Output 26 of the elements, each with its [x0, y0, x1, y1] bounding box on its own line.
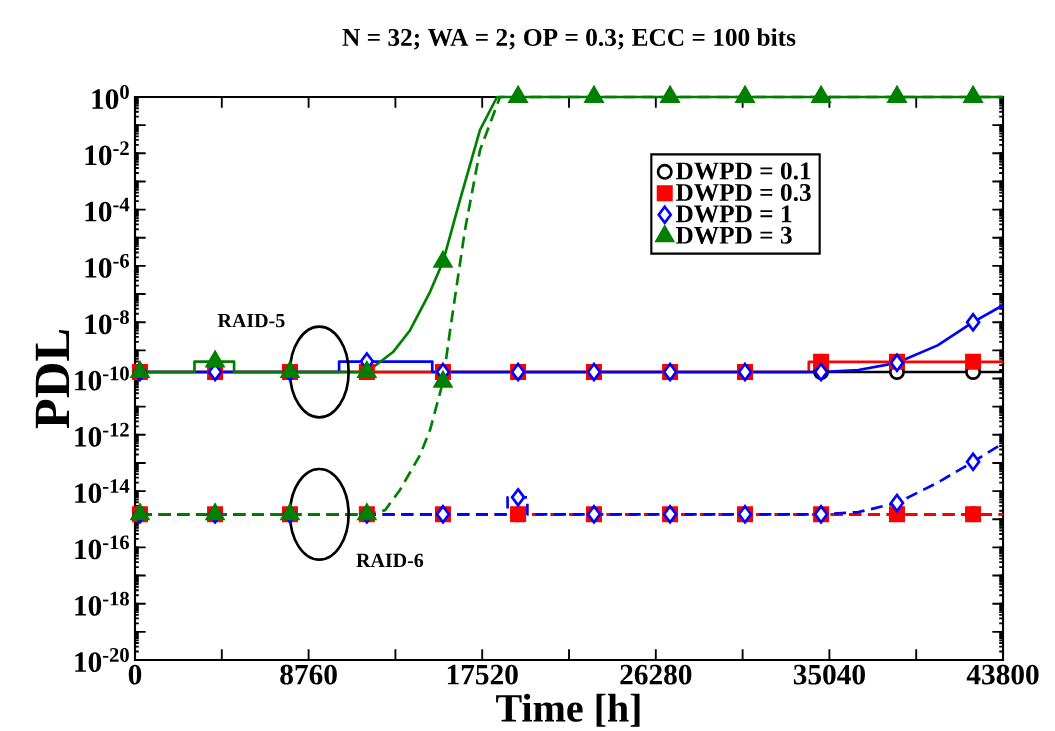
x-tick-label: 8760 [280, 664, 337, 685]
y-tick-label: 10$^{-12}$ [75, 422, 129, 447]
annotation: RAID-6 [356, 553, 424, 568]
x-tick-label: 26280 [620, 664, 692, 685]
y-tick-label: 10$^{-2}$ [85, 141, 129, 166]
legend-label: DWPD = 3 [675, 226, 792, 244]
y-tick-label: 10$^{-20}$ [75, 648, 129, 672]
y-tick-label: 10$^{-4}$ [85, 197, 130, 222]
y-tick-label: 10$^{-10}$ [75, 366, 129, 391]
annotation: RAID-5 [217, 313, 285, 328]
x-tick-label: 0 [128, 664, 142, 685]
legend-label: DWPD = 0.3 [675, 183, 811, 202]
y-tick-label: 10$^{-18}$ [75, 591, 129, 616]
y-tick-label: 10$^{0}$ [92, 85, 129, 109]
legend-label: DWPD = 0.1 [675, 162, 811, 180]
legend-label: DWPD = 1 [675, 205, 792, 223]
y-tick-label: 10$^{-16}$ [75, 535, 130, 560]
y-tick-label: 10$^{-14}$ [75, 479, 130, 504]
x-axis-title: Time [h] [496, 693, 640, 727]
y-tick-label: 10$^{-8}$ [85, 310, 129, 335]
x-tick-label: 17520 [447, 664, 518, 685]
y-axis-title: PDL [35, 329, 70, 429]
chart-title: N = 32; WA = 2; OP = 0.3; ECC = 100 bits [342, 28, 796, 50]
x-tick-label: 35040 [793, 664, 865, 685]
y-tick-label: 10$^{-6}$ [85, 253, 130, 278]
x-tick-label: 43800 [966, 664, 1039, 685]
